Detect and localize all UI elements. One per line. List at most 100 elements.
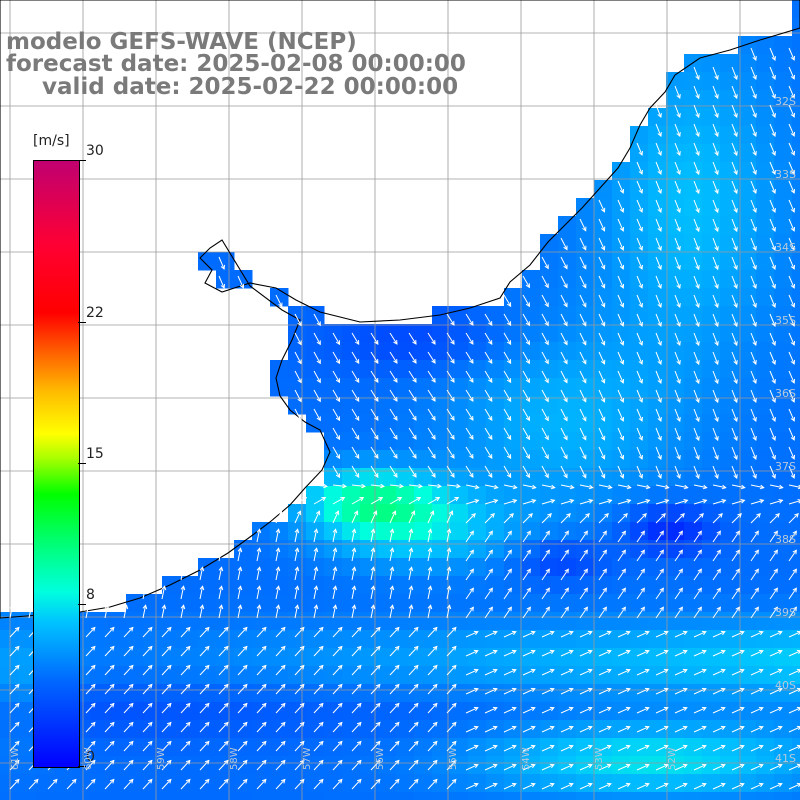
- latitude-label: 34S: [775, 241, 796, 254]
- speed-cell: [576, 504, 595, 523]
- speed-cell: [756, 306, 775, 325]
- speed-cell: [360, 396, 379, 415]
- wind-arrow: [313, 759, 324, 771]
- wind-arrow: [712, 389, 719, 404]
- speed-cell: [504, 306, 523, 325]
- speed-cell: [648, 396, 667, 415]
- speed-cell: [774, 234, 793, 253]
- speed-cell: [522, 666, 541, 685]
- speed-cell: [252, 738, 271, 757]
- speed-cell: [576, 414, 595, 433]
- speed-cell: [342, 324, 361, 343]
- wind-arrow: [370, 702, 381, 714]
- colorbar-tick-label: 22: [86, 304, 104, 321]
- speed-cell: [540, 774, 559, 793]
- wind-arrow: [484, 744, 498, 752]
- speed-cell: [540, 450, 559, 469]
- speed-cell: [792, 252, 800, 271]
- speed-cell: [612, 504, 631, 523]
- speed-cell: [720, 324, 739, 343]
- wind-arrow: [351, 664, 362, 676]
- speed-cell: [594, 288, 613, 307]
- wind-arrow: [674, 408, 681, 423]
- wind-arrow: [693, 294, 700, 309]
- speed-cell: [432, 522, 451, 541]
- wind-arrow: [731, 782, 745, 790]
- speed-cell: [486, 324, 505, 343]
- wind-arrow: [294, 370, 302, 384]
- speed-cell: [414, 558, 433, 577]
- wind-arrow: [674, 568, 683, 581]
- speed-cell: [666, 162, 685, 181]
- speed-cell: [324, 468, 343, 487]
- wind-arrow: [275, 721, 286, 733]
- wind-arrow: [712, 123, 719, 138]
- speed-cell: [522, 540, 541, 559]
- wind-arrow: [180, 740, 191, 752]
- speed-cell: [360, 630, 379, 649]
- wind-arrow: [541, 706, 555, 714]
- wind-arrow: [446, 528, 452, 543]
- wind-arrow: [731, 587, 740, 600]
- speed-cell: [180, 738, 199, 757]
- wind-arrow: [693, 275, 700, 290]
- speed-cell: [684, 270, 703, 289]
- speed-cell: [756, 792, 775, 800]
- wind-arrow: [522, 275, 530, 289]
- wind-arrow: [541, 294, 549, 308]
- speed-cell: [414, 540, 433, 559]
- wind-arrow: [655, 530, 664, 543]
- wind-arrow: [560, 275, 568, 289]
- wind-arrow: [579, 687, 593, 695]
- speed-cell: [126, 774, 145, 793]
- speed-cell: [612, 540, 631, 559]
- speed-cell: [234, 576, 253, 595]
- wind-arrow: [636, 549, 645, 562]
- wind-arrow: [674, 389, 681, 404]
- wind-arrow: [674, 142, 681, 157]
- wind-arrow: [617, 513, 628, 524]
- wind-arrow: [313, 664, 324, 676]
- speed-cell: [756, 72, 775, 91]
- wind-arrow: [788, 313, 796, 327]
- speed-cell: [108, 666, 127, 685]
- wind-arrow: [332, 721, 343, 733]
- wind-arrow: [712, 606, 721, 619]
- wind-arrow: [655, 237, 662, 252]
- speed-cell: [594, 414, 613, 433]
- wind-arrow: [769, 218, 776, 232]
- speed-cell: [774, 396, 793, 415]
- wind-arrow: [731, 668, 745, 676]
- speed-cell: [774, 360, 793, 379]
- wind-arrow: [598, 199, 606, 213]
- wind-arrow: [788, 294, 796, 308]
- wind-arrow: [560, 606, 569, 619]
- speed-cell: [306, 378, 325, 397]
- wind-arrow: [446, 510, 454, 524]
- speed-cell: [396, 684, 415, 703]
- speed-cell: [486, 540, 505, 559]
- wind-arrow: [256, 759, 267, 771]
- wind-arrow: [636, 275, 643, 289]
- wind-arrow: [750, 530, 759, 543]
- latitude-label: 37S: [775, 460, 796, 473]
- wind-arrow: [142, 740, 153, 752]
- speed-cell: [594, 252, 613, 271]
- wind-arrow: [693, 630, 707, 638]
- wind-arrow: [617, 530, 626, 543]
- speed-cell: [558, 432, 577, 451]
- wind-arrow: [712, 725, 726, 733]
- speed-cell: [666, 558, 685, 577]
- speed-cell: [306, 774, 325, 793]
- speed-cell: [522, 702, 541, 721]
- speed-cell: [198, 756, 217, 775]
- speed-cell: [378, 414, 397, 433]
- wind-arrow: [294, 497, 308, 505]
- speed-cell: [486, 648, 505, 667]
- wind-arrow: [617, 199, 625, 213]
- colorbar-tick-label: 0: [86, 749, 95, 765]
- wind-arrow: [693, 142, 700, 157]
- speed-cell: [360, 342, 379, 361]
- wind-arrow: [294, 702, 305, 714]
- speed-cell: [720, 54, 739, 73]
